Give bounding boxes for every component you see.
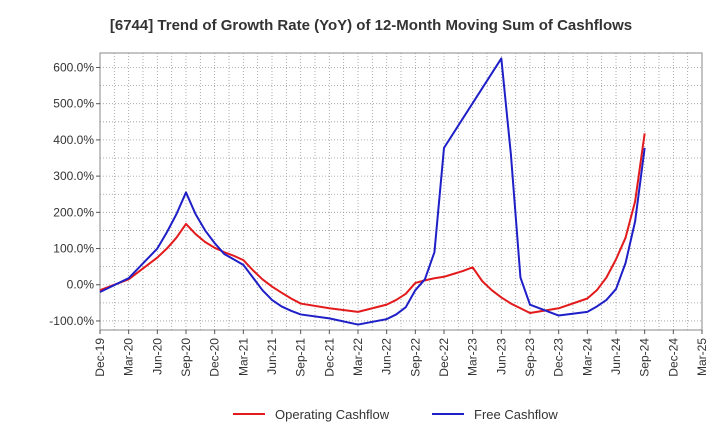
x-tick-label: Sep-22 — [408, 338, 422, 377]
x-tick-label: Jun-21 — [265, 338, 279, 375]
y-tick-label: 0.0% — [67, 278, 95, 292]
y-axis: -100.0% 0.0% 100.0% 200.0% 300.0% 400.0% 500.0… — [49, 60, 100, 328]
grid — [99, 53, 703, 330]
x-tick-label: Dec-23 — [552, 338, 566, 377]
series-group — [99, 57, 646, 326]
x-tick-label: Mar-21 — [236, 338, 250, 376]
x-tick-label: Jun-20 — [150, 338, 164, 375]
plot-frame — [99, 52, 703, 331]
y-tick-label: 300.0% — [53, 169, 94, 183]
x-axis: Dec-19 Mar-20 Jun-20 Sep-20 Dec-20 Mar-21 Jun-… — [93, 330, 709, 377]
x-tick-label: Mar-23 — [466, 338, 480, 376]
x-tick-label: Mar-24 — [580, 338, 594, 376]
legend-label: Free Cashflow — [474, 407, 558, 422]
x-tick-label: Dec-22 — [437, 338, 451, 377]
y-tick-label: 600.0% — [53, 60, 94, 74]
y-tick-label: -100.0% — [49, 314, 94, 328]
x-tick-label: Sep-24 — [638, 338, 652, 377]
x-tick-label: Jun-24 — [609, 338, 623, 375]
x-tick-label: Sep-23 — [523, 338, 537, 377]
x-tick-label: Dec-20 — [208, 338, 222, 377]
y-tick-label: 500.0% — [53, 97, 94, 111]
x-tick-label: Mar-20 — [122, 338, 136, 376]
legend-label: Operating Cashflow — [275, 407, 390, 422]
x-tick-label: Sep-21 — [294, 338, 308, 377]
x-tick-label: Mar-22 — [351, 338, 365, 376]
series-line-free-cashflow — [99, 57, 646, 326]
x-tick-label: Dec-19 — [93, 338, 107, 377]
x-tick-label: Dec-21 — [322, 338, 336, 377]
x-tick-label: Jun-23 — [494, 338, 508, 375]
x-tick-label: Mar-25 — [695, 338, 709, 376]
y-tick-label: 200.0% — [53, 205, 94, 219]
x-tick-label: Sep-20 — [179, 338, 193, 377]
y-tick-label: 100.0% — [53, 242, 94, 256]
legend: Operating Cashflow Free Cashflow — [233, 407, 558, 422]
x-tick-label: Dec-24 — [666, 338, 680, 377]
y-tick-label: 400.0% — [53, 133, 94, 147]
chart-title: [6744] Trend of Growth Rate (YoY) of 12-… — [110, 17, 632, 34]
series-line-operating-cashflow — [99, 133, 646, 314]
x-tick-label: Jun-22 — [380, 338, 394, 375]
